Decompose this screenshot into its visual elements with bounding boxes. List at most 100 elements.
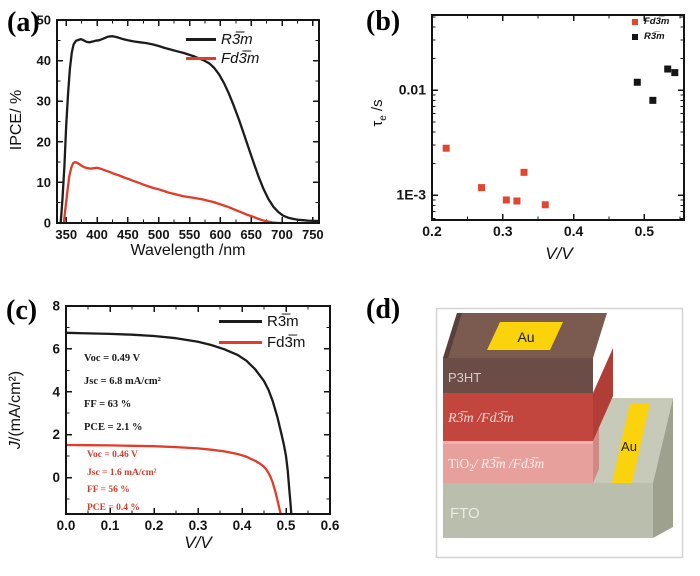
panel-label-b: (b): [366, 6, 401, 37]
x-tick-label: 0.2: [145, 518, 164, 533]
data-point: [649, 96, 657, 104]
x-tick-label: 0.1: [101, 518, 120, 533]
panel-label-a: (a): [7, 7, 40, 38]
legend-a: R3̅m Fd3̅m: [186, 30, 259, 68]
annotation-line: Voc = 0.46 V: [87, 450, 138, 460]
tau-symbol: τ: [369, 120, 386, 127]
jv-curve-chart: 0.0 0.1 0.2 0.3 0.4 0.5 0.6 0 2 4 6 8: [52, 299, 340, 534]
tio2-top-edge: [443, 441, 593, 444]
legend-line-swatch: [186, 57, 216, 60]
x-tick-label: 0.6: [321, 518, 340, 533]
x-tick-label: 0.0: [57, 518, 76, 533]
annotation-line: PCE = 0.4 %: [87, 502, 140, 513]
data-point: [442, 144, 450, 152]
y-tick-label: 8: [52, 299, 60, 314]
data-point: [478, 184, 486, 192]
y-tick-label: 2: [52, 427, 60, 442]
r3m-parameters: Voc = 0.49 V Jsc = 6.8 mA/cm² FF = 63 % …: [84, 347, 161, 439]
au-contact-strip: [612, 403, 650, 483]
panel-label-d: (d): [366, 294, 401, 325]
legend-line-swatch: [219, 341, 262, 344]
annotation-line: FF = 56 %: [87, 485, 130, 495]
annotation-line: FF = 63 %: [84, 399, 132, 410]
y-tick-label: 20: [37, 134, 51, 149]
legend-c: R3̅m Fd3̅m: [219, 311, 305, 353]
tio2-label-rest: / R3̅m /Fd3̅m: [473, 456, 545, 471]
legend-item: R3̅m: [632, 29, 669, 44]
data-point: [541, 201, 549, 209]
legend-label: Fd3̅m: [644, 16, 670, 27]
y-tick-label: 50: [37, 13, 51, 28]
x-tick-label: 750: [302, 227, 324, 242]
fto-front-face: [443, 483, 653, 538]
tau-units: /s: [369, 99, 386, 116]
x-tick-label: 0.5: [635, 223, 655, 239]
current-density-units: /(mA/cm²): [7, 370, 24, 442]
x-tick-label: 550: [179, 227, 201, 242]
x-tick-label: 0.2: [422, 223, 442, 239]
legend-item: R3̅m: [186, 30, 259, 49]
au-top-label: Au: [517, 329, 534, 345]
legend-item: Fd3̅m: [186, 49, 259, 68]
annotation-line: Jsc = 6.8 mA/cm²: [84, 376, 161, 387]
annotation-line: Jsc = 1.6 mA/cm²: [87, 467, 157, 478]
fto-side-face: [653, 398, 673, 538]
data-point: [633, 78, 641, 86]
legend-square-swatch: [632, 33, 638, 40]
x-tick-label: 350: [55, 227, 77, 242]
legend-label: R3̅m: [644, 31, 665, 42]
diagram-border: [435, 307, 684, 559]
x-tick-label: 0.5: [277, 518, 296, 533]
x-tick-label: 400: [86, 227, 108, 242]
active-layer-front-face: [443, 393, 593, 441]
legend-item: R3̅m: [219, 311, 305, 332]
tio2-label-subscript: 2: [469, 463, 474, 473]
y-tick-label: 6: [52, 341, 60, 356]
data-point: [513, 197, 521, 205]
legend-item: Fd3̅m: [219, 332, 305, 353]
legend-item: Fd3̅m: [632, 14, 669, 29]
legend-line-swatch: [219, 320, 262, 323]
tio2-label-prefix: TiO: [448, 456, 470, 471]
y-tick-label: 4: [52, 384, 60, 399]
series-line: [64, 331, 293, 516]
legend-label: Fd3̅m: [267, 334, 306, 351]
ipce-spectrum-chart: 350 400 450 500 550 600 650 700 750 0 10 20 30 40 50: [37, 13, 324, 243]
device-structure-diagram: Au P3HT R3̅m /Fd3̅m TiO2/ R3̅m /Fd3̅m FT…: [435, 307, 684, 559]
x-tick-label: 0.3: [493, 223, 513, 239]
data-point: [520, 168, 528, 176]
x-tick-label: 0.4: [233, 518, 252, 533]
data-point: [671, 69, 679, 77]
legend-b: Fd3̅m R3̅m: [632, 14, 669, 44]
active-layer-label: R3̅m /Fd3̅m: [447, 411, 514, 426]
x-tick-label: 500: [148, 227, 170, 242]
au-contact-label: Au: [621, 439, 637, 454]
tau-subscript: e: [378, 115, 389, 121]
legend-label: Fd3̅m: [221, 50, 260, 67]
p3ht-front-face: [443, 358, 593, 393]
data-point: [502, 196, 510, 204]
x-tick-label: 600: [210, 227, 232, 242]
y-tick-label: 1E-3: [396, 187, 426, 203]
au-top-electrode: [487, 322, 563, 350]
series-line: [64, 443, 282, 516]
y-tick-label: 40: [37, 53, 51, 68]
x-tick-label: 700: [271, 227, 293, 242]
plot-frame: [65, 305, 331, 515]
axis-label-a-y: IPCE/ %: [8, 89, 25, 151]
x-tick-label: 650: [240, 227, 262, 242]
tio2-front-face: [443, 444, 593, 483]
annotation-line: Voc = 0.49 V: [84, 353, 141, 364]
panel-label-c: (c): [6, 295, 38, 326]
series-line: [59, 35, 319, 225]
data-point: [664, 65, 672, 73]
axis-label-a-x: Wavelength /nm: [130, 242, 246, 259]
x-tick-label: 0.4: [564, 223, 584, 239]
axis-label-c-x: V/V: [184, 533, 212, 552]
legend-line-swatch: [186, 38, 216, 41]
axis-label-c-y: J/(mA/cm²): [7, 371, 25, 449]
x-tick-label: 0.3: [189, 518, 208, 533]
plot-frame: [431, 14, 685, 221]
tio2-side-face: [593, 427, 599, 483]
